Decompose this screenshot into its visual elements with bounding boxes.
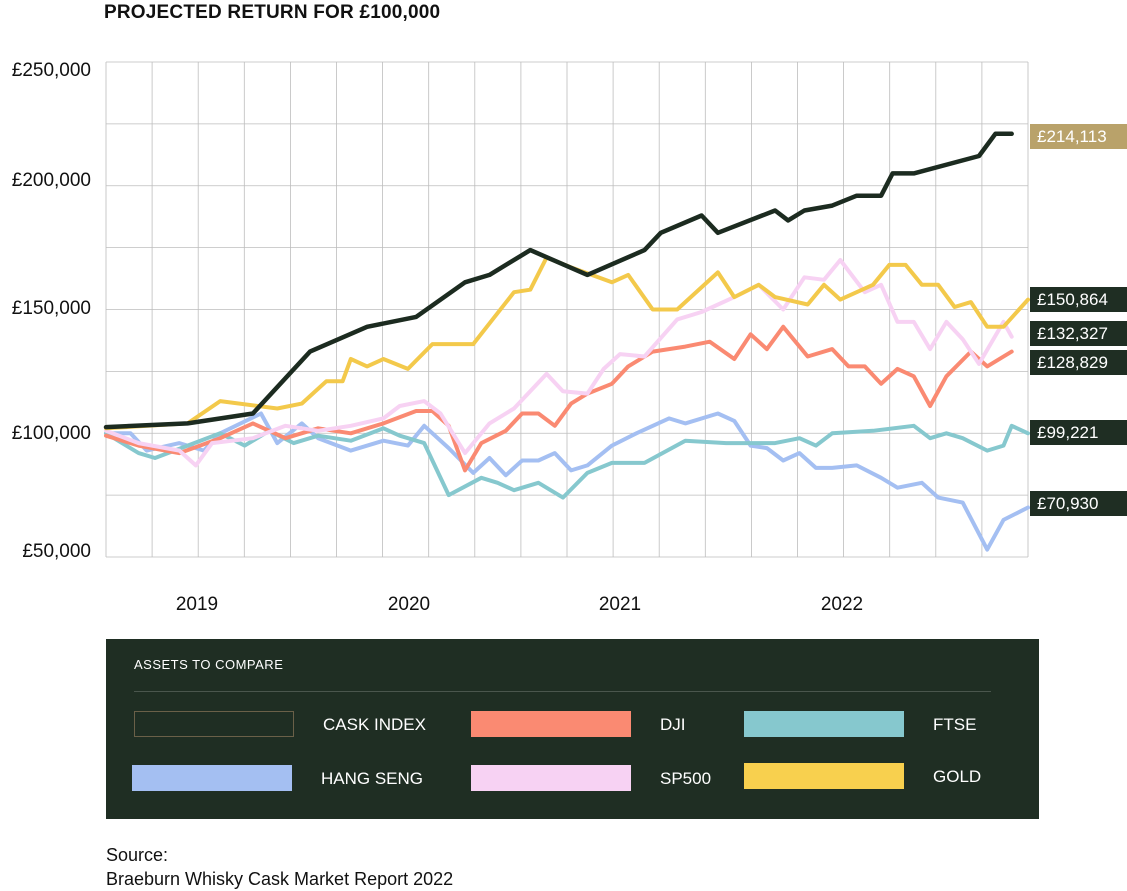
legend-panel: ASSETS TO COMPARE CASK INDEX DJI FTSE HA… [106,639,1039,819]
x-tick-label: 2021 [599,594,641,615]
legend-divider [134,691,991,692]
chart-grid [105,61,1029,558]
series-line-gold [104,255,1030,431]
end-label-ftse: £99,221 [1030,420,1127,445]
end-label-value: £214,113 [1037,127,1107,146]
legend-label-sp500: SP500 [660,769,712,788]
x-tick-label: 2022 [821,594,863,615]
end-label-box [1030,287,1127,312]
end-label-value: £132,327 [1037,324,1108,343]
chart-title: PROJECTED RETURN FOR £100,000 [104,2,441,23]
end-label-dji: £128,829 [1030,350,1127,375]
end-label-box [1030,350,1127,375]
end-label-value: £70,930 [1037,494,1098,513]
y-tick-label: £150,000 [12,298,91,319]
y-tick-label: £50,000 [22,541,91,562]
end-label-gold: £150,864 [1030,287,1127,312]
end-label-box [1030,491,1127,516]
end-label-sp500: £132,327 [1030,321,1127,346]
legend-label-cask-index: CASK INDEX [323,715,426,734]
legend-title: ASSETS TO COMPARE [134,657,284,672]
end-label-cask-index: £214,113 [1030,124,1127,149]
legend-label-gold: GOLD [933,767,982,786]
end-label-box [1030,321,1127,346]
y-tick-label: £250,000 [12,60,91,81]
y-tick-label: £100,000 [12,423,91,444]
source-text: Braeburn Whisky Cask Market Report 2022 [106,869,454,889]
legend-swatch-gold [744,763,904,789]
legend-swatch-ftse [744,711,904,737]
legend-label-hang-seng: HANG SENG [321,769,424,788]
end-label-value: £128,829 [1037,353,1108,372]
legend-swatch-cask-index [134,711,294,737]
legend-swatch-hang-seng [132,765,292,791]
end-label-value: £99,221 [1037,423,1098,442]
x-tick-label: 2019 [176,594,218,615]
series-line-dji [104,324,1014,473]
x-tick-label: 2020 [388,594,430,615]
legend-label-dji: DJI [660,715,686,734]
legend-label-ftse: FTSE [933,715,977,734]
series-line-sp500 [104,258,1014,468]
source-note: Source: Braeburn Whisky Cask Market Repo… [106,843,453,891]
series-line-cask-index [103,131,1014,430]
line-chart: £250,000 £200,000 £150,000 £100,000 £50,000 2… [12,60,1127,615]
end-label-box [1030,124,1127,149]
legend-swatch-sp500 [471,765,631,791]
end-label-value: £150,864 [1037,290,1108,309]
end-label-hang-seng: £70,930 [1030,491,1127,516]
source-label: Source: [106,845,169,865]
series-line-hang-seng [104,411,1030,552]
end-label-box [1030,420,1127,445]
legend-swatch-dji [471,711,631,737]
y-tick-label: £200,000 [12,170,91,191]
